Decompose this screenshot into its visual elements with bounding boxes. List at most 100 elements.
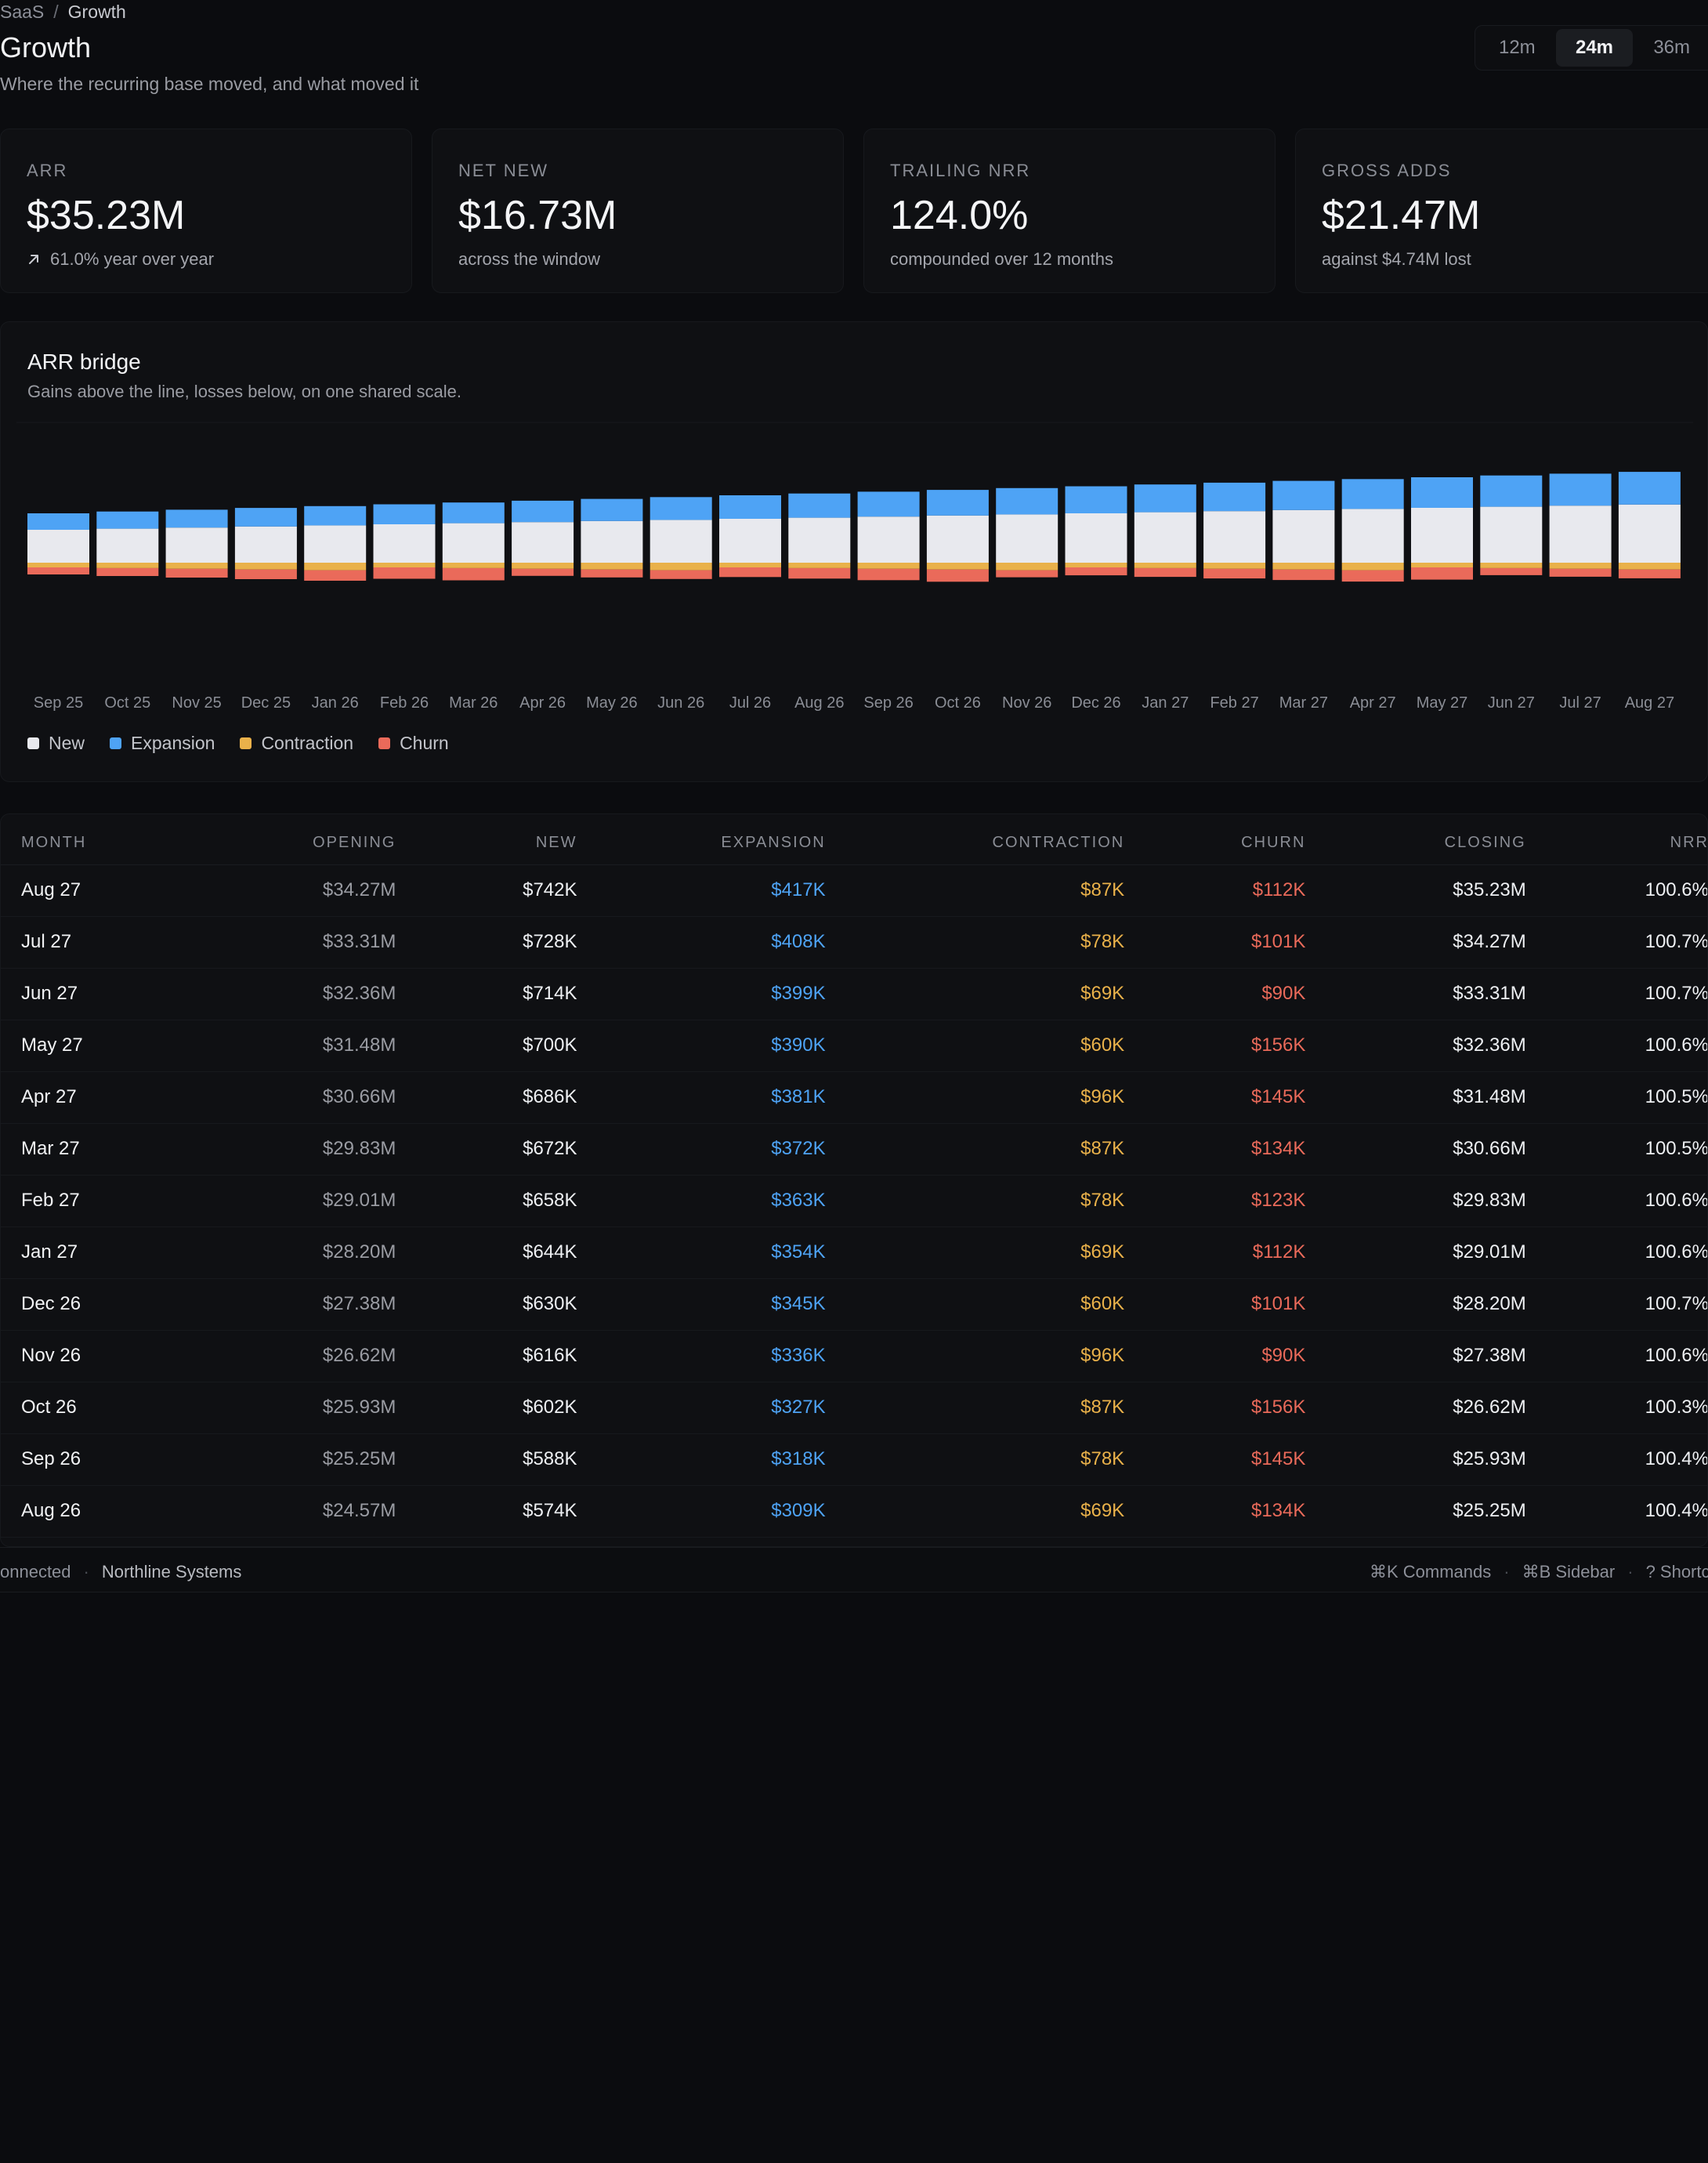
- column-header-closing[interactable]: CLOSING: [1305, 814, 1526, 865]
- bar-contraction-may-27[interactable]: [1411, 563, 1473, 567]
- bar-expansion-aug-26[interactable]: [788, 493, 851, 518]
- bar-churn-mar-27[interactable]: [1272, 569, 1335, 581]
- bar-new-oct-25[interactable]: [96, 528, 159, 563]
- bar-expansion-jul-27[interactable]: [1549, 473, 1612, 506]
- table-row[interactable]: Apr 27 $30.66M $686K $381K $96K $145K $31.48M 1…: [1, 1071, 1707, 1124]
- bar-churn-sep-26[interactable]: [857, 568, 920, 581]
- bar-contraction-jul-26[interactable]: [719, 563, 781, 567]
- bar-contraction-apr-26[interactable]: [512, 563, 574, 569]
- bar-expansion-nov-26[interactable]: [996, 487, 1058, 515]
- column-header-churn[interactable]: CHURN: [1124, 814, 1306, 865]
- bar-expansion-feb-27[interactable]: [1203, 482, 1266, 512]
- bar-expansion-may-26[interactable]: [581, 498, 643, 521]
- bar-churn-aug-27[interactable]: [1618, 569, 1681, 578]
- table-row[interactable]: Aug 26 $24.57M $574K $309K $69K $134K $25.25M 1…: [1, 1485, 1707, 1538]
- commands-shortcut[interactable]: ⌘K Commands: [1370, 1562, 1492, 1581]
- bar-new-sep-26[interactable]: [857, 516, 920, 563]
- bar-contraction-dec-25[interactable]: [234, 563, 297, 570]
- bar-contraction-aug-27[interactable]: [1618, 563, 1681, 570]
- table-row[interactable]: Feb 27 $29.01M $658K $363K $78K $123K $29.83M 1…: [1, 1175, 1707, 1227]
- bar-expansion-sep-26[interactable]: [857, 491, 920, 517]
- bar-new-oct-26[interactable]: [926, 515, 989, 563]
- sidebar-shortcut[interactable]: ⌘B Sidebar: [1522, 1562, 1616, 1581]
- bar-expansion-dec-25[interactable]: [234, 508, 297, 527]
- shortcuts-shortcut[interactable]: ? Shortc: [1645, 1562, 1708, 1581]
- bar-new-jun-27[interactable]: [1480, 506, 1543, 563]
- legend-item-contraction[interactable]: Contraction: [240, 733, 353, 754]
- bar-new-aug-26[interactable]: [788, 517, 851, 563]
- bar-churn-jan-26[interactable]: [304, 570, 367, 581]
- bar-churn-mar-26[interactable]: [442, 567, 505, 581]
- bar-churn-nov-26[interactable]: [996, 570, 1058, 578]
- table-row[interactable]: Jul 27 $33.31M $728K $408K $78K $101K $34.27M 1…: [1, 916, 1707, 969]
- bar-expansion-apr-27[interactable]: [1341, 479, 1404, 509]
- range-24m-button[interactable]: 24m: [1555, 29, 1634, 67]
- bar-new-dec-25[interactable]: [234, 526, 297, 563]
- column-header-new[interactable]: NEW: [396, 814, 577, 865]
- bar-new-apr-26[interactable]: [512, 522, 574, 563]
- legend-item-new[interactable]: New: [27, 733, 85, 754]
- bar-contraction-oct-25[interactable]: [96, 563, 159, 568]
- table-row[interactable]: Oct 26 $25.93M $602K $327K $87K $156K $26.62M 1…: [1, 1382, 1707, 1434]
- bar-churn-dec-26[interactable]: [1065, 567, 1127, 576]
- bar-churn-jan-27[interactable]: [1134, 567, 1196, 578]
- bar-new-jun-26[interactable]: [650, 520, 712, 563]
- bar-expansion-sep-25[interactable]: [27, 513, 89, 530]
- bar-new-dec-26[interactable]: [1065, 513, 1127, 563]
- bar-new-aug-27[interactable]: [1618, 504, 1681, 563]
- bar-contraction-feb-26[interactable]: [373, 563, 436, 567]
- column-header-month[interactable]: MONTH: [1, 814, 161, 865]
- bar-contraction-sep-25[interactable]: [27, 563, 89, 567]
- column-header-opening[interactable]: OPENING: [161, 814, 396, 865]
- legend-item-churn[interactable]: Churn: [378, 733, 449, 754]
- bar-new-jul-27[interactable]: [1549, 505, 1612, 563]
- bar-expansion-nov-25[interactable]: [165, 509, 228, 528]
- table-row[interactable]: Nov 26 $26.62M $616K $336K $96K $90K $27.38M 10…: [1, 1330, 1707, 1382]
- table-row[interactable]: Sep 26 $25.25M $588K $318K $78K $145K $25.93M 1…: [1, 1433, 1707, 1486]
- bar-churn-may-26[interactable]: [581, 569, 643, 578]
- column-header-nrr[interactable]: NRR: [1525, 814, 1707, 865]
- bar-contraction-apr-27[interactable]: [1341, 563, 1404, 571]
- breadcrumb-parent-link[interactable]: SaaS: [0, 2, 45, 22]
- bar-contraction-jun-27[interactable]: [1480, 563, 1543, 568]
- bar-expansion-mar-27[interactable]: [1272, 480, 1335, 510]
- bar-contraction-jun-26[interactable]: [650, 563, 712, 571]
- bar-contraction-nov-25[interactable]: [165, 563, 228, 569]
- bar-churn-jun-27[interactable]: [1480, 567, 1543, 575]
- bar-contraction-jan-27[interactable]: [1134, 563, 1196, 568]
- bar-new-jul-26[interactable]: [719, 519, 781, 563]
- bar-new-feb-26[interactable]: [373, 524, 436, 563]
- bar-contraction-jan-26[interactable]: [304, 563, 367, 571]
- range-12m-button[interactable]: 12m: [1478, 29, 1556, 67]
- bar-expansion-oct-26[interactable]: [926, 490, 989, 516]
- bar-contraction-dec-26[interactable]: [1065, 563, 1127, 567]
- bar-expansion-may-27[interactable]: [1411, 477, 1473, 508]
- bar-expansion-jul-26[interactable]: [719, 495, 781, 519]
- column-header-expansion[interactable]: EXPANSION: [577, 814, 826, 865]
- bar-contraction-nov-26[interactable]: [996, 563, 1058, 571]
- table-row[interactable]: Jun 27 $32.36M $714K $399K $69K $90K $33.31M 10…: [1, 968, 1707, 1020]
- bar-contraction-mar-27[interactable]: [1272, 563, 1335, 570]
- bar-contraction-feb-27[interactable]: [1203, 563, 1266, 569]
- bar-expansion-jun-26[interactable]: [650, 497, 712, 520]
- bar-new-jan-27[interactable]: [1134, 512, 1196, 563]
- table-row[interactable]: Aug 27 $34.27M $742K $417K $87K $112K $35.23M 1…: [1, 864, 1707, 917]
- bar-churn-jul-26[interactable]: [719, 567, 781, 578]
- bar-contraction-jul-27[interactable]: [1549, 563, 1612, 569]
- bar-expansion-aug-27[interactable]: [1618, 472, 1681, 505]
- bar-contraction-sep-26[interactable]: [857, 563, 920, 569]
- bar-churn-feb-26[interactable]: [373, 567, 436, 579]
- bar-churn-may-27[interactable]: [1411, 567, 1473, 580]
- bar-churn-apr-26[interactable]: [512, 568, 574, 576]
- bar-new-nov-26[interactable]: [996, 514, 1058, 563]
- table-row[interactable]: Jan 27 $28.20M $644K $354K $69K $112K $29.01M 1…: [1, 1226, 1707, 1279]
- bar-churn-nov-25[interactable]: [165, 568, 228, 578]
- bar-contraction-oct-26[interactable]: [926, 563, 989, 570]
- bar-churn-feb-27[interactable]: [1203, 568, 1266, 579]
- bar-new-sep-25[interactable]: [27, 530, 89, 563]
- bar-new-feb-27[interactable]: [1203, 511, 1266, 563]
- bar-contraction-may-26[interactable]: [581, 563, 643, 570]
- bar-expansion-jan-27[interactable]: [1134, 484, 1196, 513]
- bar-new-apr-27[interactable]: [1341, 509, 1404, 563]
- bar-churn-oct-26[interactable]: [926, 569, 989, 582]
